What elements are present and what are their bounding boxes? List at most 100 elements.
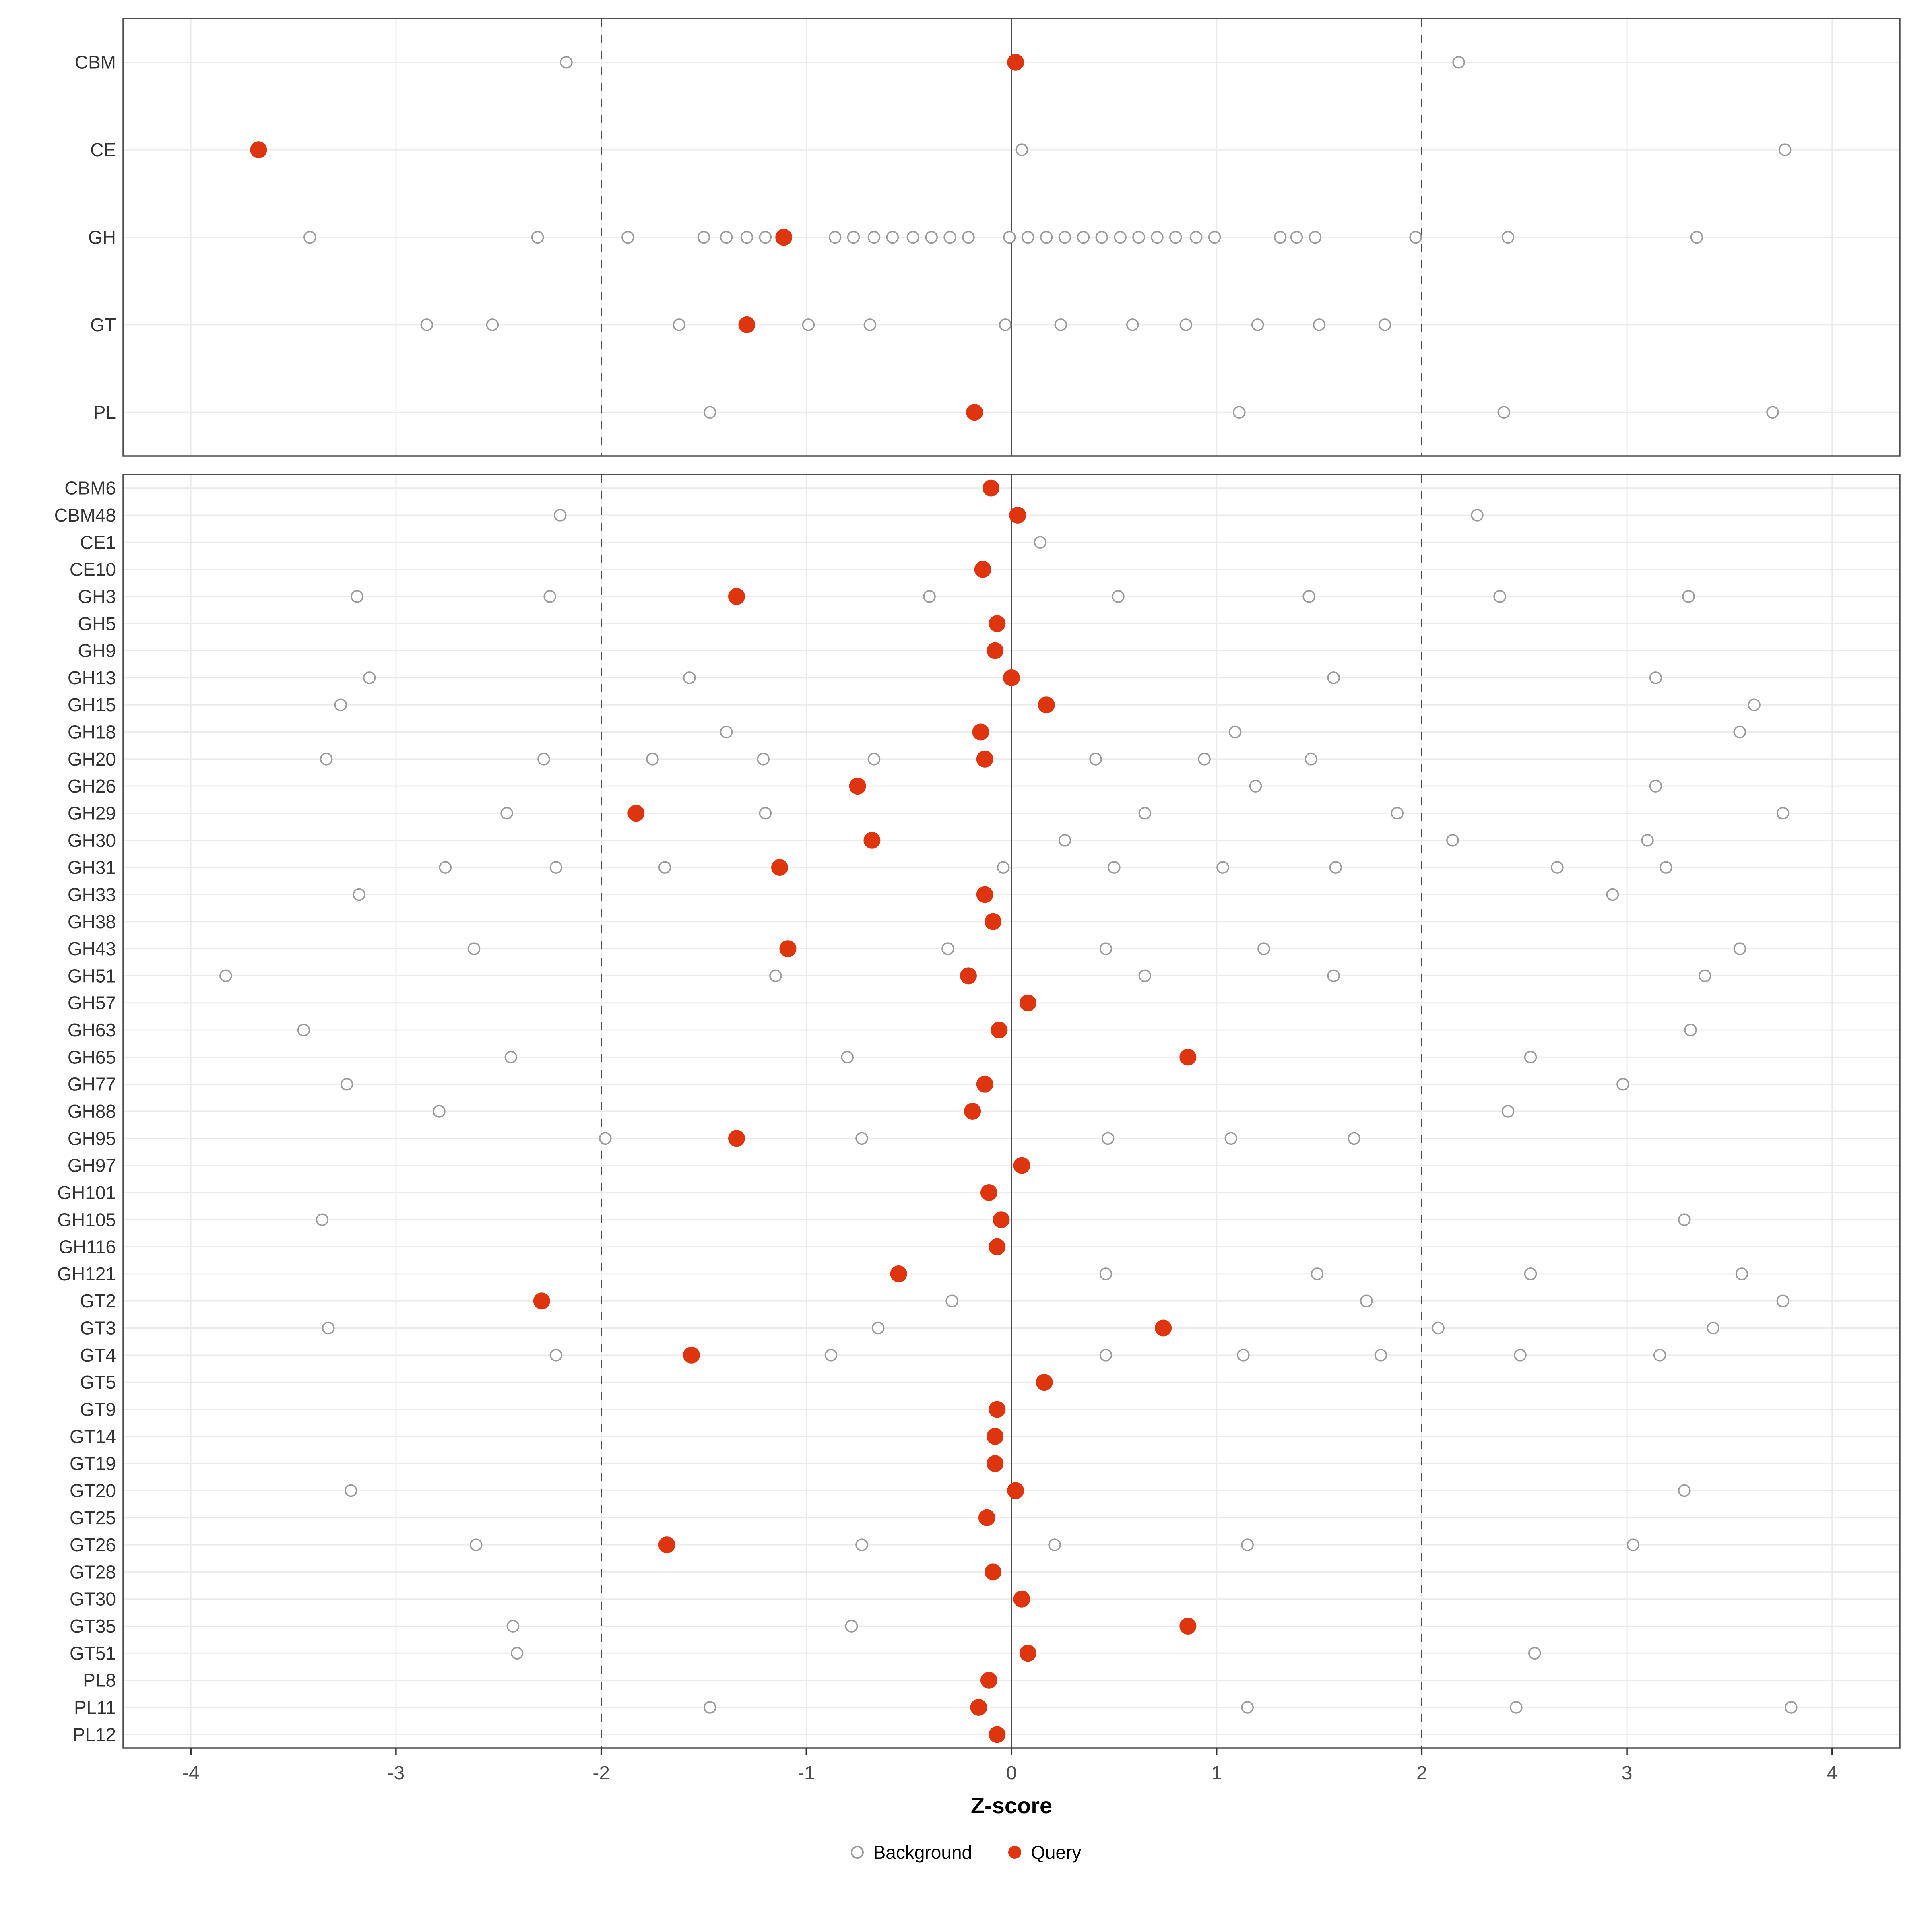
x-tick-label: -1 xyxy=(798,1763,815,1784)
background-point xyxy=(1785,1701,1798,1714)
category-label: GH20 xyxy=(68,749,116,770)
background-point xyxy=(1432,1321,1445,1335)
category-label: GT14 xyxy=(70,1426,116,1447)
background-point xyxy=(1040,231,1053,244)
background-point xyxy=(1302,590,1315,603)
x-tick-label: 2 xyxy=(1416,1763,1427,1784)
category-label: CE10 xyxy=(70,559,116,580)
background-point xyxy=(886,231,899,244)
category-label: GH116 xyxy=(59,1236,116,1257)
query-point xyxy=(728,588,745,605)
query-point xyxy=(972,723,989,741)
query-point xyxy=(1155,1319,1172,1337)
background-point xyxy=(467,942,481,955)
background-point xyxy=(1510,1701,1523,1714)
legend-label-background: Background xyxy=(873,1842,972,1863)
background-point xyxy=(1112,590,1125,603)
query-point xyxy=(989,615,1006,632)
background-point xyxy=(1224,1132,1238,1145)
background-point xyxy=(925,231,938,244)
background-point xyxy=(720,725,733,739)
background-point xyxy=(845,1620,858,1633)
query-point xyxy=(1013,1590,1030,1608)
query-point xyxy=(976,750,993,768)
background-point xyxy=(720,231,733,244)
background-point xyxy=(1099,1267,1113,1280)
background-point xyxy=(1274,231,1287,244)
background-point xyxy=(1309,231,1322,244)
query-point xyxy=(775,229,793,246)
background-point xyxy=(1095,231,1108,244)
query-point xyxy=(976,886,993,903)
x-tick-label: -4 xyxy=(182,1763,200,1784)
background-point xyxy=(1735,1267,1748,1280)
background-point xyxy=(1766,406,1779,419)
background-point xyxy=(1627,1538,1640,1551)
background-point xyxy=(1114,231,1127,244)
background-point xyxy=(537,753,550,766)
query-point xyxy=(985,1563,1002,1581)
background-point xyxy=(363,671,376,684)
query-point xyxy=(964,1103,981,1120)
query-point xyxy=(978,1509,995,1526)
background-point xyxy=(1653,1349,1666,1362)
background-point xyxy=(621,231,634,244)
query-point xyxy=(533,1292,550,1310)
background-point xyxy=(510,1647,524,1660)
background-point xyxy=(1257,942,1270,955)
background-point xyxy=(1003,231,1016,244)
background-point xyxy=(1189,231,1203,244)
background-point xyxy=(1641,834,1654,847)
background-point xyxy=(506,1620,520,1633)
background-point xyxy=(1101,1132,1115,1145)
background-point xyxy=(351,590,363,603)
x-axis-title: Z-score xyxy=(971,1793,1052,1818)
background-point xyxy=(1179,318,1192,331)
background-point xyxy=(1034,536,1047,549)
background-point xyxy=(1360,1294,1373,1307)
background-point xyxy=(646,753,659,766)
legend-item-query: Query xyxy=(1008,1841,1081,1863)
query-point xyxy=(1007,54,1024,71)
background-point xyxy=(1077,231,1090,244)
background-point xyxy=(1452,56,1465,69)
background-point xyxy=(1514,1349,1527,1362)
query-point xyxy=(738,316,755,333)
background-point xyxy=(1409,231,1422,244)
background-point xyxy=(740,231,753,244)
category-label: GH65 xyxy=(68,1046,116,1067)
background-point xyxy=(847,231,860,244)
background-point xyxy=(943,231,956,244)
background-point xyxy=(1524,1267,1537,1280)
background-point xyxy=(871,1321,885,1335)
background-point xyxy=(1733,725,1746,739)
x-tick-label: -3 xyxy=(388,1763,405,1784)
background-point xyxy=(543,590,556,603)
background-point xyxy=(962,231,975,244)
category-label: GH5 xyxy=(78,613,116,634)
background-point xyxy=(1089,753,1102,766)
category-label: GH38 xyxy=(68,911,116,932)
query-point xyxy=(983,479,1000,497)
query-point xyxy=(985,913,1002,930)
background-point xyxy=(1501,231,1515,244)
background-point xyxy=(1233,406,1246,419)
query-point xyxy=(1007,1482,1024,1499)
background-point xyxy=(1249,780,1262,793)
query-point xyxy=(683,1346,700,1364)
background-point xyxy=(599,1132,612,1145)
background-point xyxy=(1251,318,1264,331)
background-point xyxy=(1660,861,1672,874)
category-label: PL12 xyxy=(73,1724,116,1745)
category-label: GH9 xyxy=(78,640,116,661)
category-label: GT3 xyxy=(80,1318,116,1339)
background-point xyxy=(1228,725,1242,739)
background-point xyxy=(769,969,782,983)
category-label: CBM xyxy=(75,52,116,73)
background-point xyxy=(1058,834,1071,847)
category-label: PL11 xyxy=(74,1697,116,1718)
category-label: GH13 xyxy=(68,667,116,688)
background-point xyxy=(345,1484,357,1497)
background-point xyxy=(1151,231,1164,244)
